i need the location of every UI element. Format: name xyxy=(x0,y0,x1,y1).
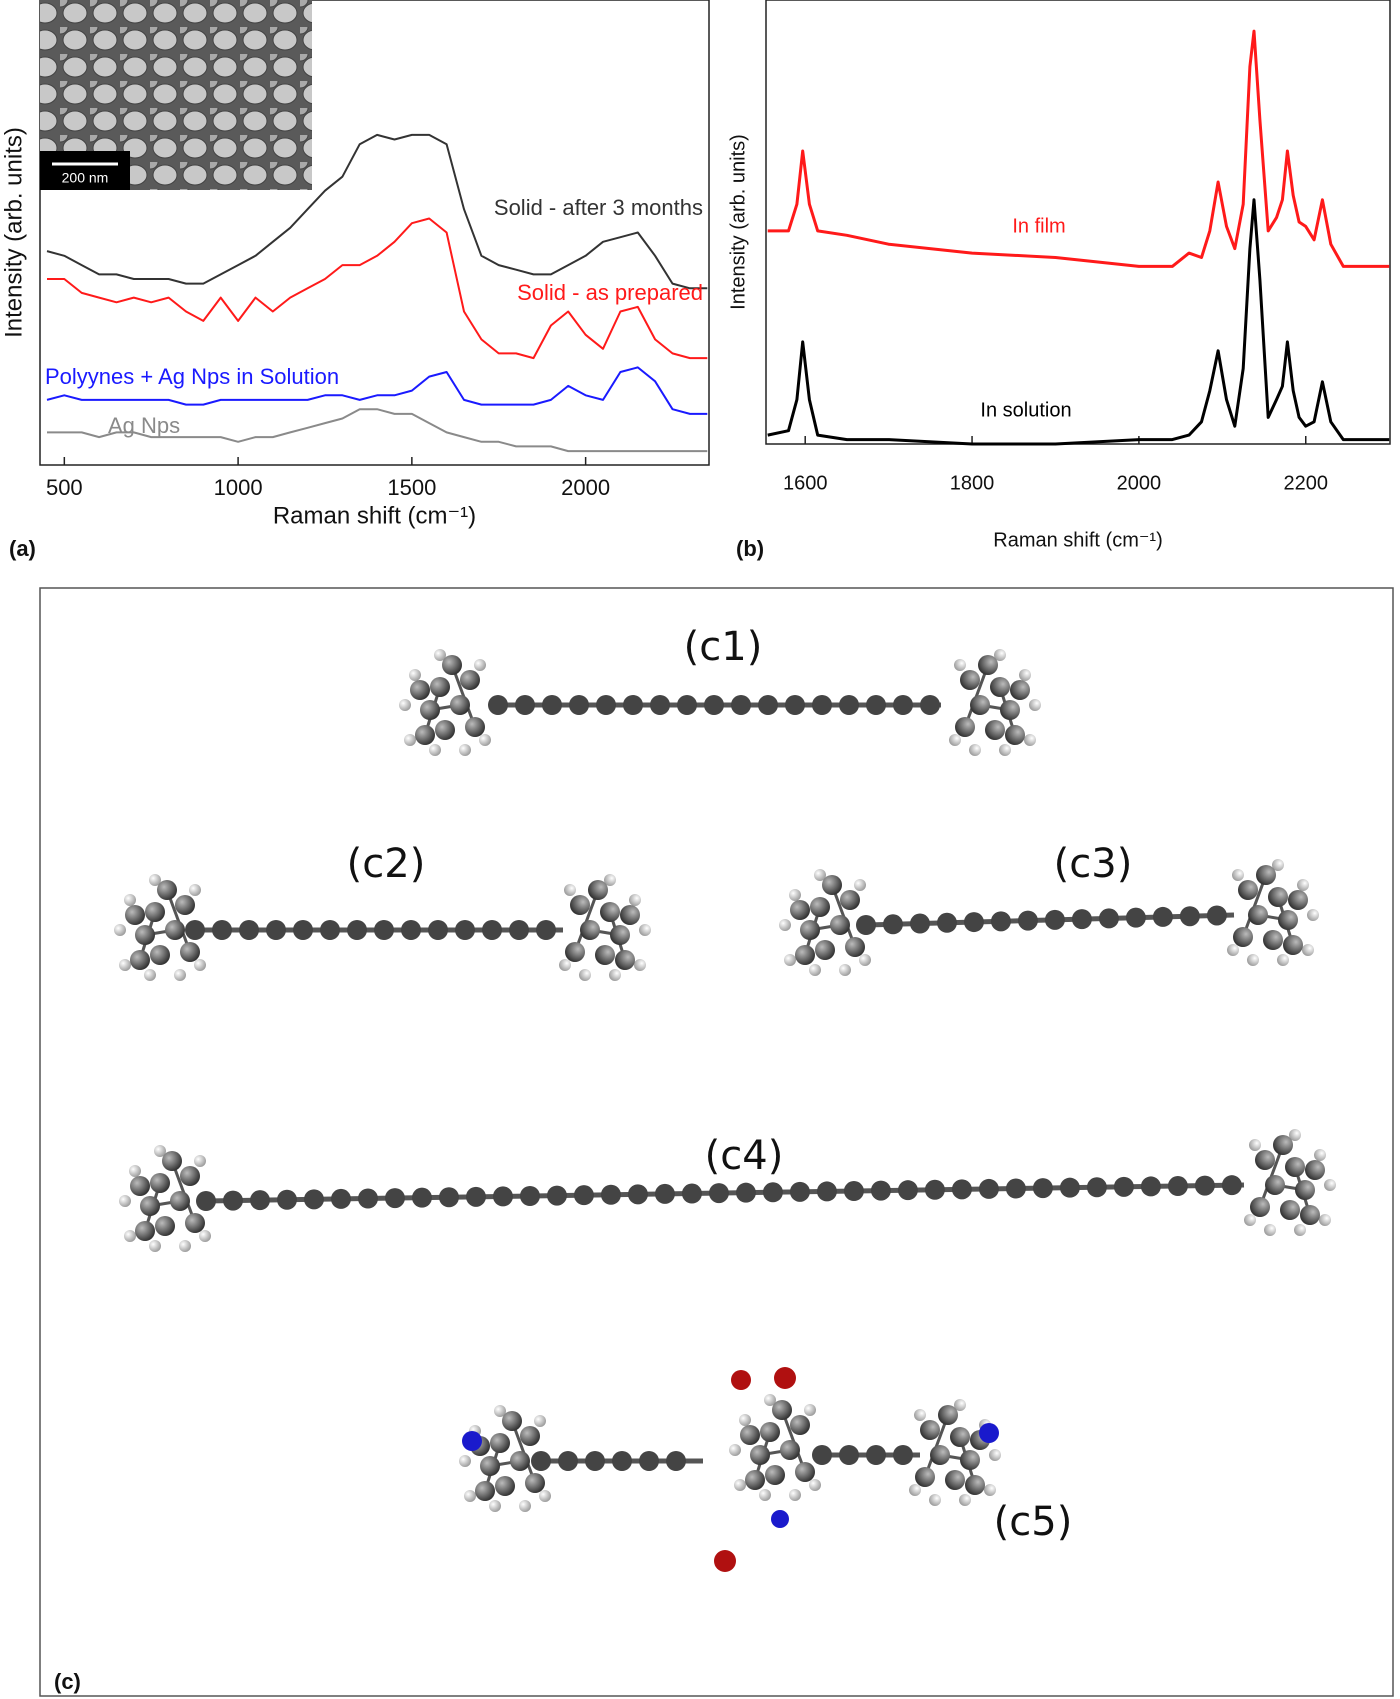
series-label: Ag Nps xyxy=(108,413,180,438)
series-line xyxy=(47,408,708,453)
series-label: In film xyxy=(1012,215,1065,237)
x-tick-label: 2000 xyxy=(561,475,610,500)
molecule-label: (c4) xyxy=(705,1133,784,1179)
scale-bar-label: 200 nm xyxy=(62,170,109,186)
molecule-label: (c1) xyxy=(684,624,763,670)
molecules-panel: (c1) (c2) (c3) (c4) (c5) (c) xyxy=(39,587,1394,1697)
series-line xyxy=(767,198,1390,446)
series-label: Solid - after 3 months xyxy=(494,195,703,220)
x-tick-label: 2200 xyxy=(1283,472,1328,494)
panel-label: (c) xyxy=(54,1669,81,1694)
panel-label: (b) xyxy=(736,536,764,561)
x-tick-label: 500 xyxy=(46,475,83,500)
x-tick-label: 1500 xyxy=(387,475,436,500)
series-label: Polyynes + Ag Nps in Solution xyxy=(45,364,339,389)
series-line xyxy=(46,366,708,415)
x-tick-label: 1600 xyxy=(783,472,828,494)
series-label: In solution xyxy=(980,399,1071,421)
x-tick-label: 1800 xyxy=(950,472,995,494)
y-axis-title: Intensity (arb. units) xyxy=(0,127,27,338)
series-line xyxy=(47,217,708,360)
x-tick-label: 1000 xyxy=(214,475,263,500)
molecule-label: (c2) xyxy=(347,841,426,887)
sem-inset: 200 nm xyxy=(40,0,312,190)
x-axis-title: Raman shift (cm⁻¹) xyxy=(273,502,476,529)
molecule-label: (c5) xyxy=(994,1499,1073,1545)
plot-frame xyxy=(765,0,1391,445)
plot-frame xyxy=(39,0,710,466)
panel-0: 500 1000 1500 2000 Raman shift (cm⁻¹) Intensi… xyxy=(0,0,710,561)
x-tick-label: 2000 xyxy=(1117,472,1162,494)
series-label: Solid - as prepared xyxy=(517,280,703,305)
series-line xyxy=(767,29,1390,268)
series-line xyxy=(46,133,708,290)
panel-1: 1600 1800 2000 2200 Raman shift (cm⁻¹) Intens… xyxy=(727,0,1391,561)
panel-label: (a) xyxy=(9,536,36,561)
molecule-label: (c3) xyxy=(1054,841,1133,887)
y-axis-title: Intensity (arb. units) xyxy=(727,134,749,310)
x-axis-title: Raman shift (cm⁻¹) xyxy=(993,529,1162,551)
